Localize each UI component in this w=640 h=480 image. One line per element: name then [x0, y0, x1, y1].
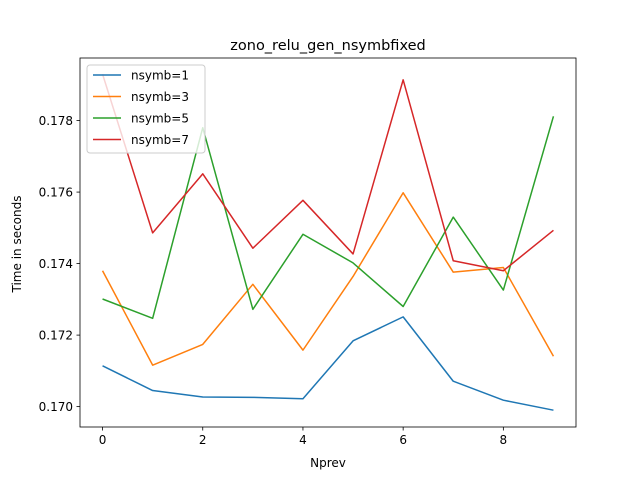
- y-axis-label: Time in seconds: [10, 196, 24, 294]
- series-line-3: [102, 116, 555, 320]
- legend-box: [86, 64, 206, 154]
- series-line-2: [101, 192, 555, 366]
- y-tick-label: 0.178: [39, 114, 73, 128]
- x-axis-label: Nprev: [310, 456, 346, 470]
- legend-label-1: nsymb=1: [131, 68, 189, 82]
- x-tick-label: 4: [299, 433, 307, 447]
- axes-frame: [79, 57, 577, 428]
- x-tick-label: 6: [399, 433, 407, 447]
- series-line-1: [102, 316, 554, 411]
- legend: nsymb=1 nsymb=3 nsymb=5 nsymb=7: [86, 64, 206, 154]
- legend-label-3: nsymb=5: [131, 111, 189, 125]
- x-tick-label: 2: [199, 433, 207, 447]
- legend-label-2: nsymb=3: [131, 90, 189, 104]
- x-tick-label: 0: [99, 433, 107, 447]
- chart-title: zono_relu_gen_nsymbfixed: [230, 38, 425, 54]
- plot-area: [101, 73, 555, 411]
- series-line-4: [101, 73, 554, 272]
- y-tick-label: 0.170: [39, 400, 73, 414]
- x-tick-label: 8: [500, 433, 508, 447]
- y-tick-label: 0.174: [39, 257, 73, 271]
- legend-label-4: nsymb=7: [131, 133, 189, 147]
- y-tick-label: 0.172: [39, 328, 73, 342]
- axes: 0 2 4 6 8 0.170 0.172 0.174 0.176 0.178: [39, 57, 577, 447]
- y-tick-label: 0.176: [39, 185, 73, 199]
